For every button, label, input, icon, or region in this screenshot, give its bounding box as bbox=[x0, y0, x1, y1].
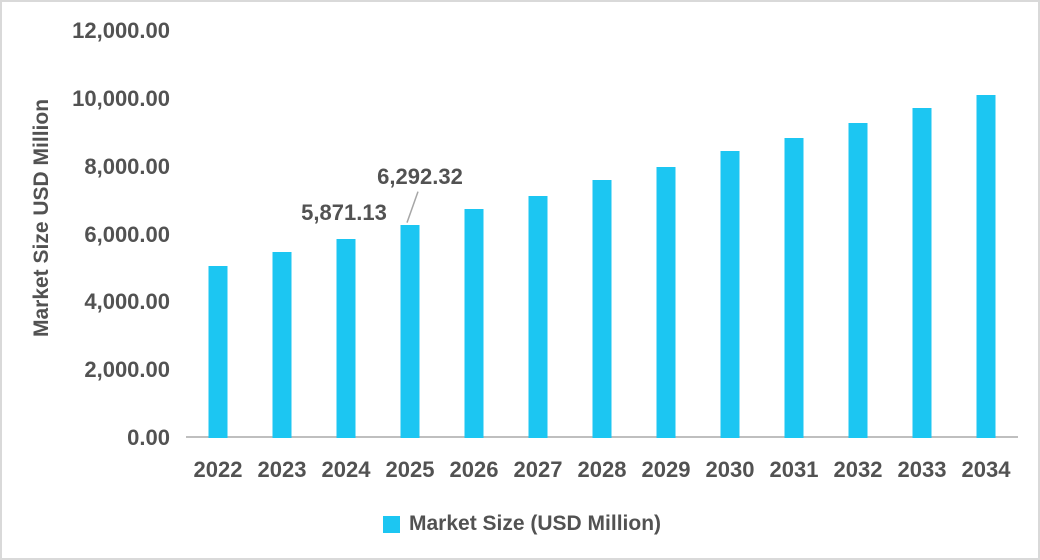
y-axis-tick-labels: 0.00 2,000.00 4,000.00 6,000.00 8,000.00 10,0… bbox=[60, 18, 170, 450]
bar-2034 bbox=[976, 94, 996, 438]
bar-2030 bbox=[720, 151, 740, 438]
bar-2031 bbox=[784, 137, 804, 438]
y-axis-title: Market Size USD Million bbox=[30, 98, 53, 338]
x-axis-label: 2026 bbox=[449, 457, 499, 482]
bar-2028 bbox=[592, 180, 612, 438]
x-axis-labels: 2022 2023 2024 2025 2026 2027 2028 2029 2030 2031… bbox=[186, 457, 1018, 483]
y-tick-label: 12,000.00 bbox=[72, 18, 170, 43]
y-tick-label: 2,000.00 bbox=[84, 357, 170, 383]
bar-2023 bbox=[272, 252, 292, 438]
bar-2022 bbox=[208, 265, 228, 438]
bar-2027 bbox=[528, 195, 548, 438]
bar-2024 bbox=[336, 238, 356, 438]
legend-swatch-icon bbox=[382, 515, 400, 533]
plot-area: 5,871.13 6,292.32 bbox=[186, 31, 1018, 438]
x-axis-label: 2029 bbox=[641, 457, 691, 482]
data-label-2025: 6,292.32 bbox=[377, 163, 463, 189]
y-tick-label: 0.00 bbox=[127, 425, 170, 450]
x-axis-label: 2025 bbox=[385, 457, 435, 482]
bar-2025 bbox=[400, 224, 420, 438]
legend-label: Market Size (USD Million) bbox=[408, 512, 662, 535]
y-tick-label: 10,000.00 bbox=[72, 85, 170, 111]
legend: Market Size (USD Million) bbox=[2, 512, 1038, 536]
x-axis-label: 2023 bbox=[257, 457, 307, 482]
bar-2032 bbox=[848, 123, 868, 438]
x-axis-label: 2034 bbox=[961, 457, 1011, 482]
bar-2029 bbox=[656, 166, 676, 438]
x-axis-label: 2022 bbox=[193, 457, 243, 482]
bar-2033 bbox=[912, 108, 932, 438]
x-axis-label: 2033 bbox=[897, 457, 947, 482]
y-tick-label: 4,000.00 bbox=[84, 289, 170, 315]
bar-2026 bbox=[464, 209, 484, 438]
x-axis-label: 2028 bbox=[577, 457, 627, 482]
x-axis-label: 2031 bbox=[769, 457, 819, 482]
y-tick-label: 8,000.00 bbox=[84, 153, 170, 179]
x-axis-label: 2030 bbox=[705, 457, 755, 482]
x-axis-label: 2024 bbox=[321, 457, 371, 482]
x-axis-label: 2027 bbox=[513, 457, 563, 482]
x-axis-label: 2032 bbox=[833, 457, 883, 482]
data-label-2024: 5,871.13 bbox=[301, 199, 387, 225]
y-tick-label: 6,000.00 bbox=[84, 221, 170, 247]
